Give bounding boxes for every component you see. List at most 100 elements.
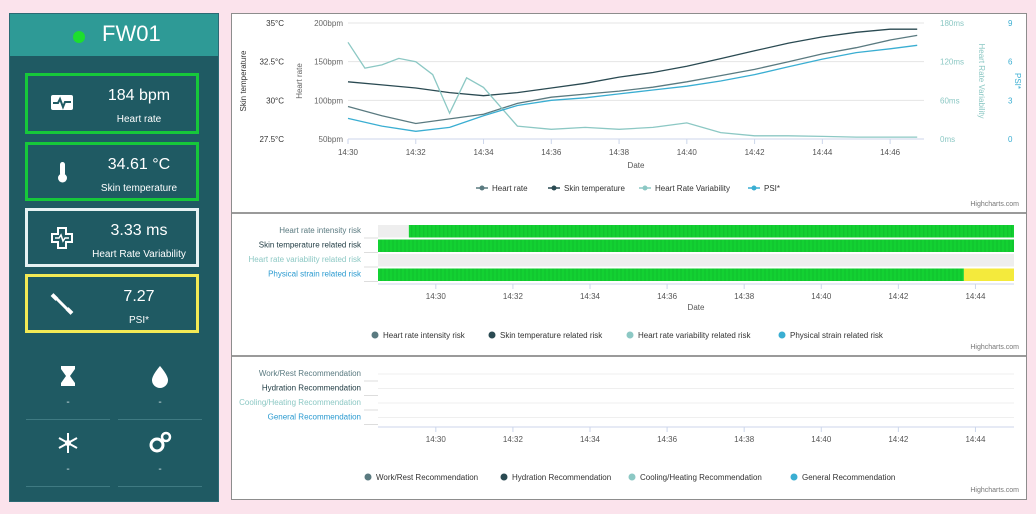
- chart-credit[interactable]: Highcharts.com: [970, 201, 1019, 208]
- row-label: Heart rate variability related risk: [249, 255, 362, 264]
- x-tick-label: 14:34: [474, 148, 495, 157]
- skin-temperature-value: 34.61 °C: [107, 156, 171, 173]
- chart-divider: [232, 355, 1026, 357]
- heart-monitor-icon: [51, 95, 73, 110]
- y-tick-label: 180ms: [940, 19, 964, 28]
- x-tick-label: 14:32: [406, 148, 427, 157]
- series-line-heart-rate: [347, 34, 918, 125]
- y-tick-label: 0ms: [940, 135, 955, 144]
- recommendation-chart[interactable]: Work/Rest Recommendation Hydration Recomm…: [232, 357, 1026, 497]
- y-tick-label: 30°C: [266, 96, 284, 105]
- device-header[interactable]: FW01: [10, 14, 218, 56]
- skin-temperature-card[interactable]: 34.61 °C Skin temperature: [25, 142, 199, 201]
- cooling-heating-tile[interactable]: -: [26, 420, 110, 487]
- status-indicator: [73, 31, 85, 43]
- legend-item[interactable]: Skin temperature related risk: [500, 331, 603, 340]
- legend-marker: [488, 331, 496, 339]
- legend-marker: [626, 331, 634, 339]
- legend-marker: [778, 331, 786, 339]
- row-label: Physical strain related risk: [268, 270, 362, 279]
- legend-item[interactable]: Physical strain related risk: [790, 331, 884, 340]
- y-tick-label: 100bpm: [314, 96, 343, 105]
- row-label: Skin temperature related risk: [259, 241, 362, 250]
- legend-item[interactable]: PSI*: [764, 184, 780, 193]
- x-tick-label: 14:40: [811, 435, 832, 444]
- x-tick-label: 14:34: [580, 292, 601, 301]
- x-tick-label: 14:42: [745, 148, 766, 157]
- legend-marker: [500, 473, 508, 481]
- legend-marker: [364, 473, 372, 481]
- legend-marker-dot: [751, 185, 757, 191]
- risk-cell: [378, 239, 1014, 252]
- legend-item[interactable]: Heart Rate Variability: [655, 184, 730, 193]
- x-tick-label: 14:42: [888, 435, 909, 444]
- y-tick-label: 6: [1008, 58, 1013, 67]
- legend-item[interactable]: Heart rate variability related risk: [638, 331, 751, 340]
- x-axis-title: Date: [688, 303, 705, 312]
- series-line-psi-: [347, 44, 918, 132]
- psi-card[interactable]: 7.27 PSI*: [25, 274, 199, 333]
- legend-item[interactable]: General Recommendation: [802, 473, 895, 482]
- legend-item[interactable]: Cooling/Heating Recommendation: [640, 473, 762, 482]
- general-tile[interactable]: -: [118, 420, 202, 487]
- legend-marker-dot: [479, 185, 485, 191]
- legend-item[interactable]: Hydration Recommendation: [512, 473, 611, 482]
- y-tick-label: 9: [1008, 19, 1013, 28]
- vitals-line-chart[interactable]: 14:30 14:32 14:34 14:36 14:38 14:40 14:42 14:44…: [232, 14, 1026, 212]
- chart-credit[interactable]: Highcharts.com: [970, 344, 1019, 351]
- chart-credit[interactable]: Highcharts.com: [970, 487, 1019, 494]
- x-tick-label: 14:42: [888, 292, 909, 301]
- heart-rate-card[interactable]: 184 bpm Heart rate: [25, 73, 199, 134]
- row-label: Heart rate intensity risk: [279, 226, 362, 235]
- x-tick-label: 14:46: [880, 148, 901, 157]
- legend-item[interactable]: Heart rate: [492, 184, 528, 193]
- x-tick-label: 14:38: [609, 148, 630, 157]
- medical-cross-icon: [51, 227, 73, 249]
- x-tick-label: 14:32: [503, 435, 524, 444]
- x-tick-label: 14:44: [812, 148, 833, 157]
- x-tick-label: 14:30: [338, 148, 359, 157]
- device-name: FW01: [102, 21, 161, 46]
- y-axis-title: PSI*: [1013, 73, 1022, 89]
- legend-marker-dot: [551, 185, 557, 191]
- hydration-tile[interactable]: -: [118, 353, 202, 420]
- series-line-skin-temperature: [347, 28, 918, 97]
- x-tick-label: 14:36: [657, 435, 678, 444]
- y-tick-label: 50bpm: [319, 135, 344, 144]
- x-tick-label: 14:36: [541, 148, 562, 157]
- legend-item[interactable]: Heart rate intensity risk: [383, 331, 466, 340]
- hrv-value: 3.33 ms: [110, 222, 168, 239]
- x-tick-label: 14:40: [811, 292, 832, 301]
- risk-cell: [378, 225, 409, 238]
- muscle-strain-icon: [50, 293, 74, 315]
- hrv-label: Heart Rate Variability: [92, 249, 186, 260]
- risk-cell: [378, 268, 964, 281]
- legend-item[interactable]: Work/Rest Recommendation: [376, 473, 478, 482]
- risk-heatmap-chart[interactable]: Heart rate intensity risk Skin temperatur…: [232, 214, 1026, 354]
- x-tick-label: 14:44: [965, 435, 986, 444]
- water-drop-icon: [152, 366, 168, 388]
- work-rest-value: -: [66, 397, 70, 408]
- legend-item[interactable]: Skin temperature: [564, 184, 625, 193]
- cooling-heating-value: -: [66, 464, 70, 475]
- y-tick-label: 60ms: [940, 96, 960, 105]
- row-label: Hydration Recommendation: [262, 384, 361, 393]
- chart-divider: [232, 212, 1026, 214]
- x-tick-label: 14:30: [426, 435, 447, 444]
- row-label: Work/Rest Recommendation: [259, 369, 361, 378]
- heart-rate-label: Heart rate: [116, 114, 162, 125]
- work-rest-tile[interactable]: -: [26, 353, 110, 420]
- y-tick-label: 3: [1008, 96, 1013, 105]
- y-axis-title: Skin temperature: [239, 50, 248, 111]
- y-tick-label: 32.5°C: [259, 58, 284, 67]
- temperature-fan-icon: [58, 433, 78, 453]
- charts-panel: 14:30 14:32 14:34 14:36 14:38 14:40 14:42 14:44…: [231, 13, 1027, 500]
- x-tick-label: 14:38: [734, 292, 755, 301]
- hrv-card[interactable]: 3.33 ms Heart Rate Variability: [25, 208, 199, 267]
- psi-value: 7.27: [123, 288, 155, 305]
- x-axis-title: Date: [628, 161, 645, 170]
- y-tick-label: 0: [1008, 135, 1013, 144]
- x-tick-label: 14:32: [503, 292, 524, 301]
- y-axis-title: Heart Rate Variability: [977, 44, 986, 119]
- hydration-value: -: [158, 397, 162, 408]
